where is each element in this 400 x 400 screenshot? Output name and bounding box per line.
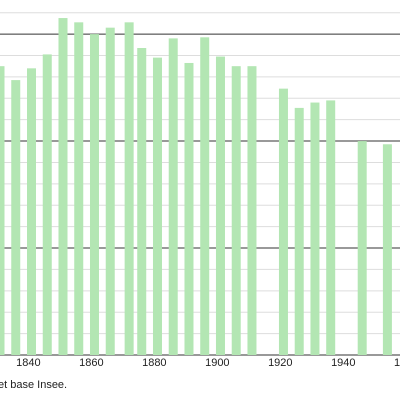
- bar: [357, 141, 367, 355]
- x-tick-label: 1960: [394, 357, 400, 369]
- bar: [124, 22, 134, 355]
- bar: [231, 66, 241, 355]
- bar: [42, 54, 52, 355]
- bar: [0, 66, 5, 355]
- bar: [58, 18, 68, 356]
- x-tick-label: 1940: [331, 357, 355, 369]
- bar: [168, 38, 178, 356]
- x-tick-label: 1860: [79, 357, 103, 369]
- bar: [215, 56, 225, 356]
- x-tick-label: 1880: [142, 357, 166, 369]
- bar: [105, 27, 115, 355]
- bar: [247, 66, 257, 355]
- bar: [200, 37, 210, 356]
- bar: [152, 57, 162, 356]
- x-tick-label: 1920: [268, 357, 292, 369]
- source-note: et base Insee.: [0, 379, 67, 391]
- bar: [137, 47, 147, 355]
- bar: [294, 107, 304, 356]
- bar: [310, 102, 320, 355]
- bar: [184, 62, 194, 356]
- bar: [326, 100, 336, 355]
- bar: [74, 22, 84, 355]
- x-tick-label: 1840: [16, 357, 40, 369]
- bar: [11, 80, 21, 355]
- x-tick-label: 1900: [205, 357, 229, 369]
- bar: [278, 88, 288, 356]
- bar: [89, 34, 99, 355]
- bar: [382, 144, 392, 355]
- bar: [26, 68, 36, 355]
